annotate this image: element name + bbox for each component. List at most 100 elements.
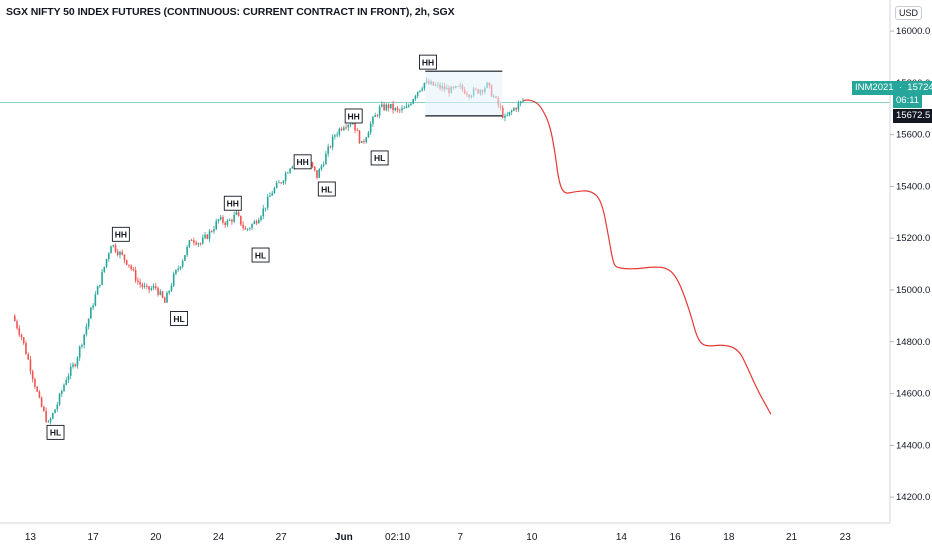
candle-body [132, 269, 135, 270]
candle-body [398, 109, 401, 111]
candle-body [99, 284, 101, 287]
candle-body [354, 122, 356, 131]
candle-body [107, 253, 110, 260]
projection-path-layer [522, 99, 772, 415]
swing-label-hh: HH [227, 199, 239, 209]
candle-body [119, 251, 121, 255]
candle-body [414, 95, 417, 100]
candle-body [412, 99, 415, 104]
candle-body [139, 282, 141, 285]
candle-body [193, 240, 195, 243]
candle-body [217, 219, 220, 222]
candle-body [54, 409, 56, 414]
y-tick-label: 14400.0 [896, 440, 930, 451]
candle-body [137, 280, 139, 283]
x-tick-label: Jun [335, 532, 353, 543]
candle-body [204, 234, 206, 238]
candle-body [101, 271, 103, 285]
swing-label-box [111, 226, 130, 242]
swing-labels-layer: HL HH HL HH HL HH HL HH HL HH [46, 54, 437, 440]
candle-body [16, 321, 18, 329]
candle-body [340, 128, 343, 131]
candle-body [367, 132, 370, 138]
range-box-layer [425, 70, 503, 117]
candle-body [369, 123, 372, 133]
candle-body [105, 259, 108, 267]
candle-body [45, 410, 47, 423]
candle-body [67, 375, 70, 381]
candle-body [343, 127, 345, 131]
candle-body [257, 220, 260, 224]
candle-body [394, 108, 397, 111]
candle-body [195, 242, 197, 245]
candle-body [148, 286, 150, 290]
x-tick-label: 20 [150, 532, 162, 543]
candle-body [419, 90, 421, 92]
candle-body [360, 141, 363, 143]
x-tick-label: 17 [88, 532, 100, 543]
candle-body [224, 222, 226, 225]
candle-body [22, 337, 25, 344]
candle-body [313, 166, 316, 171]
candle-body [27, 354, 30, 360]
candle-body [184, 255, 186, 261]
candle-body [36, 386, 38, 392]
tag-separator: · [896, 82, 905, 93]
candle-body [358, 130, 361, 143]
candle-body [374, 115, 376, 117]
swing-label-hl: HL [173, 314, 184, 324]
candle-body [92, 305, 94, 308]
candle-body [159, 291, 162, 295]
candle-body [114, 245, 117, 252]
candle-body [166, 292, 168, 303]
candle-body [197, 243, 200, 245]
candle-body [336, 134, 338, 136]
swing-label-box [223, 195, 242, 211]
candle-body [318, 169, 321, 178]
swing-label-box [419, 54, 437, 70]
candle-body [233, 214, 235, 222]
candle-body [202, 237, 204, 244]
x-tick-label: 23 [840, 532, 852, 543]
x-tick-label: 16 [670, 532, 682, 543]
candle-body [372, 116, 374, 124]
x-tick-label: 7 [457, 532, 463, 543]
candle-body [273, 187, 276, 194]
candle-body [385, 104, 388, 110]
candle-body [190, 240, 193, 242]
candle-body [143, 285, 146, 287]
x-tick-label: 13 [25, 532, 37, 543]
swing-label-hh: HH [296, 157, 308, 167]
candle-body [56, 404, 59, 410]
candle-body [163, 297, 166, 303]
candle-body [110, 246, 112, 254]
candle-body [347, 124, 350, 128]
candle-body [240, 215, 242, 225]
candle-body [280, 182, 282, 184]
candle-body [278, 182, 280, 184]
swing-label-hh: HH [422, 57, 434, 67]
candle-body [237, 212, 240, 216]
candle-body [311, 162, 314, 167]
x-tick-label: 02:10 [385, 532, 410, 543]
candle-body [249, 228, 251, 229]
candle-body [365, 137, 368, 142]
candle-body [172, 273, 175, 286]
candle-body [349, 124, 352, 126]
candle-body [322, 164, 325, 166]
candle-body [251, 224, 253, 229]
candle-body [206, 234, 209, 239]
candle-body [363, 141, 365, 142]
currency-button[interactable]: USD [894, 6, 922, 20]
candle-body [504, 115, 506, 118]
candle-body [262, 208, 265, 217]
candle-body [519, 101, 522, 104]
candle-body [168, 290, 171, 293]
candle-body [78, 346, 81, 358]
swing-label-hl: HL [321, 184, 332, 194]
candle-body [72, 364, 74, 367]
candle-body [260, 216, 262, 221]
candle-body [25, 343, 27, 355]
candle-body [405, 106, 408, 108]
